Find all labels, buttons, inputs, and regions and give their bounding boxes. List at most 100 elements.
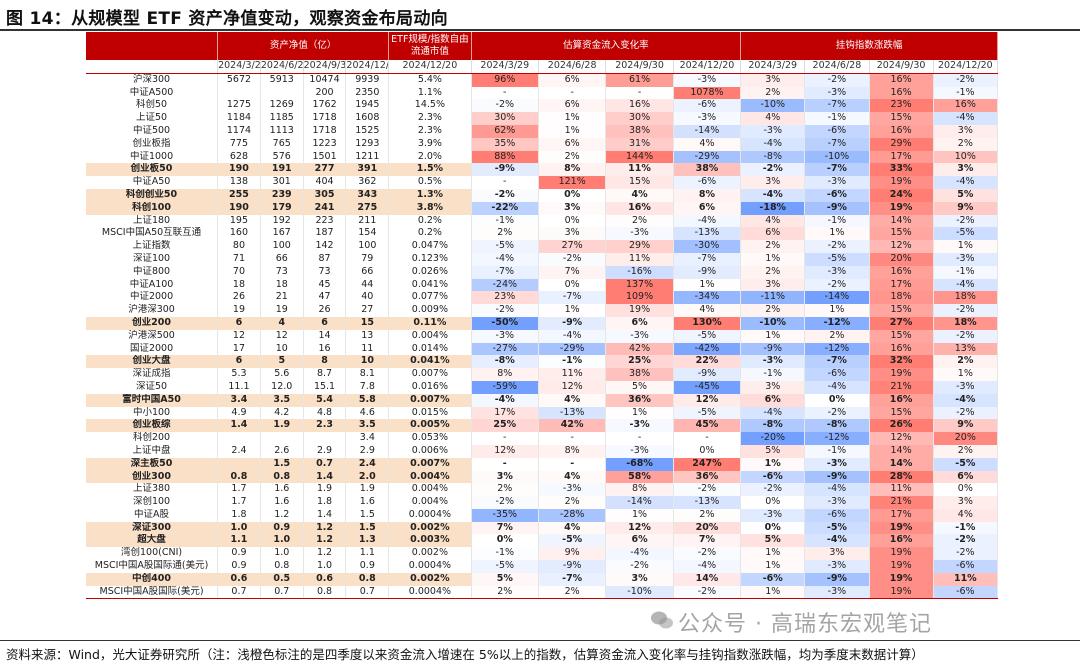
flow-cell: -3% (605, 419, 674, 433)
flow-cell: 30% (471, 112, 539, 125)
flow-cell: -9% (538, 316, 607, 330)
aum-cell: 1.6 (260, 496, 304, 509)
aum-cell: 0.5 (260, 572, 304, 586)
return-cell: -3% (804, 86, 870, 100)
return-cell: 15% (869, 304, 934, 317)
return-cell: 11% (933, 572, 999, 586)
return-cell: 3% (933, 124, 999, 138)
return-cell: -4% (740, 406, 806, 420)
aum-cell: 3.5 (260, 393, 304, 407)
title-divider (0, 29, 1080, 31)
ratio-cell: 0.041% (388, 278, 472, 292)
flow-cell: -5% (538, 534, 607, 548)
aum-cell: 1525 (345, 124, 390, 138)
flow-cell: -2% (673, 483, 742, 497)
aum-cell: 1174 (217, 124, 261, 138)
return-cell: 18% (869, 291, 934, 305)
index-name: 深证100 (86, 252, 219, 266)
table-row: 科创50 1275 1269 1762 1945 14.5% -2% 6% 16% -6% -10%… (86, 99, 999, 113)
header-date: 2024/9/30 (869, 60, 934, 74)
return-cell: -3% (740, 355, 806, 369)
ratio-cell: 0.005% (388, 419, 472, 433)
flow-cell: -3% (605, 444, 674, 458)
return-cell: -9% (804, 201, 870, 215)
return-cell: 14% (869, 444, 934, 458)
flow-cell: 29% (605, 240, 674, 253)
return-cell: -9% (804, 572, 870, 586)
return-cell: 18% (933, 316, 999, 330)
index-name: 中证A500 (86, 86, 219, 100)
return-cell: 0% (804, 393, 870, 407)
aum-cell: 142 (303, 240, 347, 253)
table-row: 上证380 1.7 1.6 1.9 1.9 0.004% 2% -3% 8% -2% -2% -4% 1… (86, 483, 999, 497)
table-row: 深证成指 5.3 5.6 8.7 8.1 0.007% 8% 11% 38% -9% -1% -6% 1… (86, 368, 999, 381)
ratio-cell: 0.004% (388, 329, 472, 343)
aum-cell: 275 (345, 201, 390, 215)
return-cell: -4% (933, 112, 999, 125)
index-name: 科创创业50 (86, 188, 219, 202)
aum-cell: 0.7 (303, 457, 347, 471)
return-cell: -18% (740, 201, 806, 215)
index-name: MSCI中国A50互联互通 (86, 227, 219, 241)
flow-cell: -2% (605, 560, 674, 573)
aum-cell: 301 (260, 176, 304, 189)
return-cell: -20% (740, 432, 806, 445)
aum-cell: 47 (303, 291, 347, 305)
flow-cell: 0% (538, 188, 607, 202)
aum-cell: 0.9 (217, 547, 261, 561)
return-cell: 19% (869, 368, 934, 381)
flow-cell: -3% (673, 73, 742, 87)
header-return: 挂钩指数涨跌幅 (740, 32, 998, 60)
flow-cell: 144% (605, 150, 674, 164)
return-cell: 14% (869, 457, 934, 471)
index-name: 中创400 (86, 572, 219, 586)
return-cell: 16% (869, 86, 934, 100)
source-note: 资料来源：Wind，光大证券研究所（注：浅橙色标注的是四季度以来资金流入增速在 … (6, 647, 924, 662)
return-cell: -6% (740, 470, 806, 484)
aum-cell: 1501 (303, 150, 347, 164)
flow-cell: -30% (673, 240, 742, 253)
return-cell: 2% (740, 265, 806, 279)
aum-cell: 66 (345, 265, 390, 279)
return-cell: 19% (869, 572, 934, 586)
flow-cell: 8% (605, 483, 674, 497)
aum-cell: 1.0 (260, 534, 304, 548)
flow-cell: -42% (673, 342, 742, 356)
flow-cell: -1% (471, 214, 539, 228)
header-date: 2024/9/30 (303, 60, 347, 74)
return-cell: 10% (933, 150, 999, 164)
table-row: 中证1000 628 576 1501 1211 2.0% 88% 2% 144% -29% -8%… (86, 150, 999, 164)
flow-cell: 4% (538, 393, 607, 407)
aum-cell: 21 (260, 291, 304, 305)
flow-cell: -3% (605, 227, 674, 241)
flow-cell: 109% (605, 291, 674, 305)
flow-cell: 6% (605, 534, 674, 548)
flow-cell: 25% (471, 419, 539, 433)
aum-cell: 6 (217, 316, 261, 330)
return-cell: 2% (933, 137, 999, 151)
return-cell: 17% (869, 508, 934, 522)
aum-cell: 0.9 (345, 560, 390, 573)
aum-cell: 10474 (303, 73, 347, 87)
flow-cell: 4% (538, 521, 607, 535)
flow-cell: 25% (605, 355, 674, 369)
flow-cell: -24% (471, 278, 539, 292)
flow-cell: -7% (538, 572, 607, 586)
aum-cell: 1.2 (303, 521, 347, 535)
aum-cell: 5913 (260, 73, 304, 87)
index-name: MSCI中国A股国际(美元) (86, 585, 219, 600)
aum-cell: 1.8 (303, 496, 347, 509)
index-name: 创业板指 (86, 137, 219, 151)
ratio-cell: 0.123% (388, 252, 472, 266)
return-cell: 1% (933, 240, 999, 253)
flow-cell: -8% (471, 355, 539, 369)
index-name: 国证2000 (86, 342, 219, 356)
flow-cell: -68% (605, 457, 674, 471)
aum-cell: 0.9 (260, 521, 304, 535)
flow-cell: 16% (605, 201, 674, 215)
return-cell: 17% (869, 278, 934, 292)
aum-cell: 1.2 (303, 547, 347, 561)
aum-cell: 2.9 (303, 444, 347, 458)
flow-cell: 62% (471, 124, 539, 138)
flow-cell: 3% (538, 201, 607, 215)
